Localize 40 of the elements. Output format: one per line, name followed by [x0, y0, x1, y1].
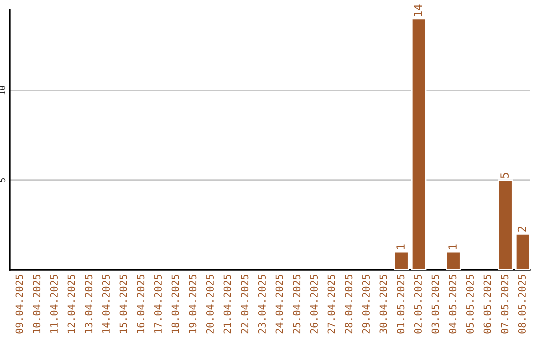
bar	[394, 251, 410, 270]
x-tick-label: 09.04.2025	[16, 274, 24, 334]
x-tick-label: 20.04.2025	[206, 274, 214, 334]
x-tick-label: 16.04.2025	[137, 274, 145, 334]
x-tick-label: 29.04.2025	[362, 274, 370, 334]
data-label: 2	[518, 227, 526, 232]
x-tick-label: 22.04.2025	[241, 274, 249, 334]
x-tick-label: 05.05.2025	[466, 274, 474, 334]
x-tick-label: 14.04.2025	[102, 274, 110, 334]
bar	[446, 251, 462, 270]
x-tick-label: 26.04.2025	[310, 274, 318, 334]
x-tick-label: 24.04.2025	[276, 274, 284, 334]
x-tick-label: 11.04.2025	[50, 274, 58, 334]
x-tick-label: 21.04.2025	[224, 274, 232, 334]
bar	[515, 233, 530, 270]
x-tick-label: 18.04.2025	[172, 274, 180, 334]
x-tick-label: 02.05.2025	[414, 274, 422, 334]
data-label: 5	[500, 173, 509, 178]
x-tick-label: 07.05.2025	[501, 274, 509, 334]
x-tick-label: 27.04.2025	[328, 274, 336, 334]
x-tick-label: 19.04.2025	[189, 274, 197, 334]
x-tick-label: 23.04.2025	[258, 274, 266, 334]
bar	[411, 18, 427, 270]
data-label: 1	[448, 244, 457, 250]
x-tick-label: 30.04.2025	[380, 274, 388, 334]
data-label: 1	[396, 244, 405, 250]
x-tick-label: 17.04.2025	[154, 274, 162, 334]
x-tick-label: 12.04.2025	[68, 274, 76, 334]
x-tick-label: 10.04.2025	[33, 274, 41, 334]
x-tick-label: 06.05.2025	[484, 274, 492, 334]
x-tick-label: 08.05.2025	[518, 274, 526, 334]
x-tick-label: 04.05.2025	[449, 274, 457, 334]
x-tick-label: 15.04.2025	[120, 274, 128, 334]
x-tick-label: 28.04.2025	[345, 274, 353, 334]
x-tick-label: 13.04.2025	[85, 274, 93, 334]
x-tick-label: 03.05.2025	[432, 274, 440, 334]
x-tick-label: 25.04.2025	[293, 274, 301, 334]
x-tick-label: 01.05.2025	[397, 274, 405, 334]
data-label: 14	[414, 4, 422, 16]
bar	[498, 180, 514, 270]
